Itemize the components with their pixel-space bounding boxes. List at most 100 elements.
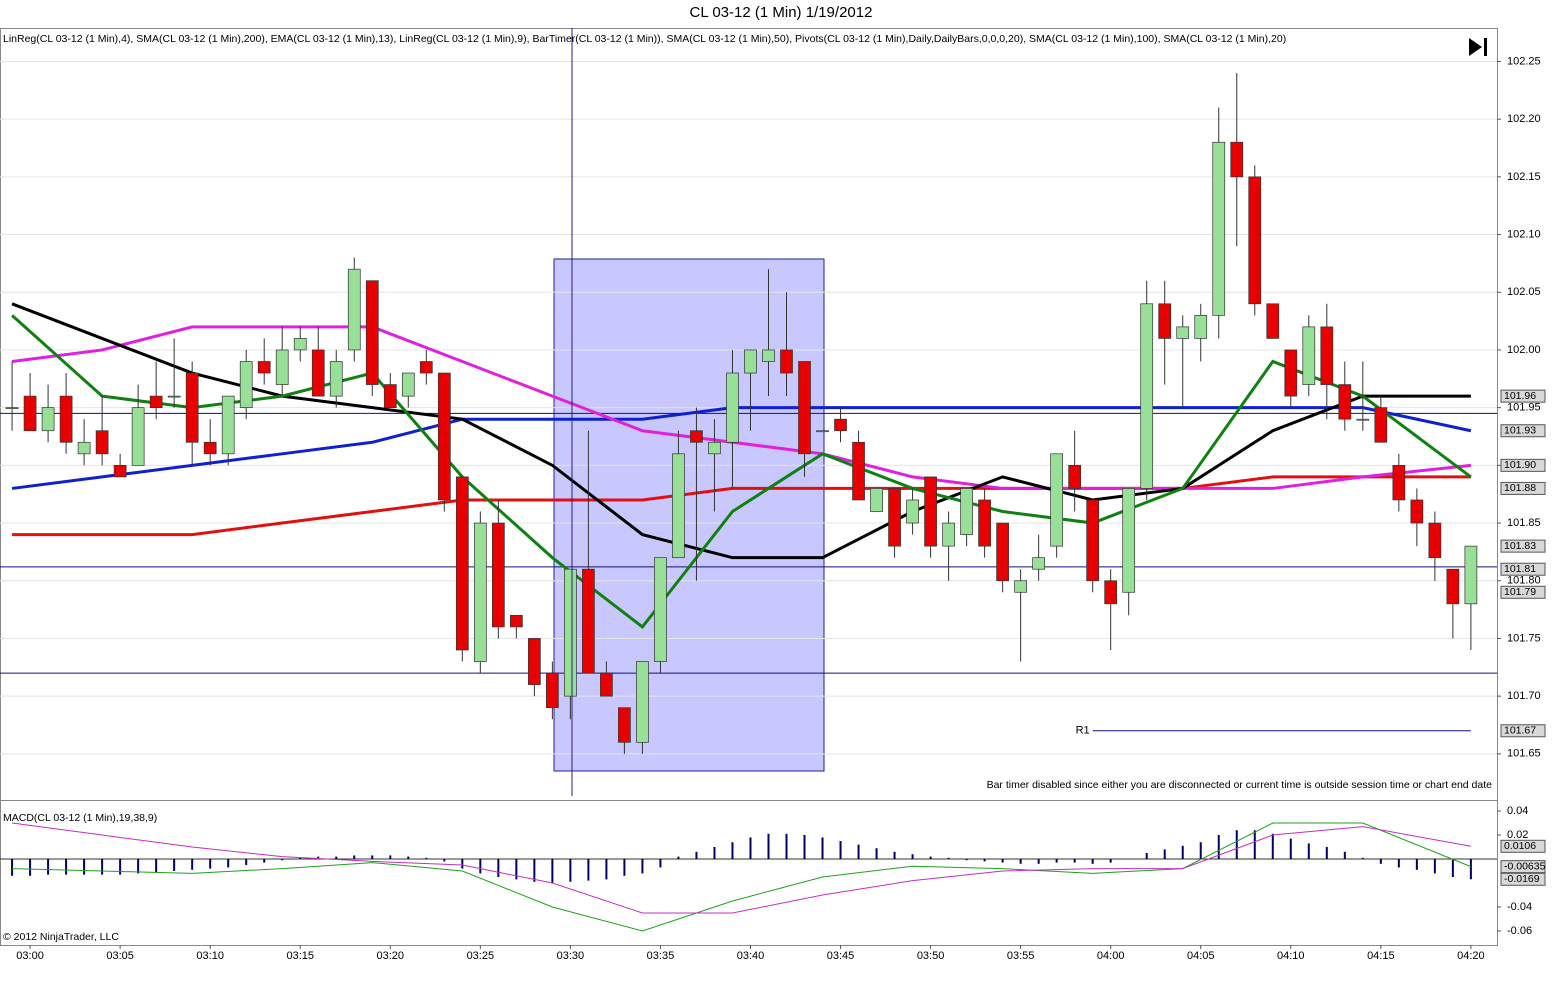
candle-body (690, 430, 703, 443)
candle-body (383, 384, 397, 409)
candle-body (185, 372, 199, 443)
candle-body (149, 395, 163, 409)
price-marker-box (1500, 539, 1546, 553)
candle-body (1284, 349, 1298, 397)
y-tick-label: 102.10 (1507, 228, 1541, 240)
x-tick-label: 03:15 (286, 950, 314, 962)
price-marker: 101.83 (1504, 540, 1536, 552)
candle-body (131, 407, 145, 466)
candle-body (564, 568, 577, 697)
candle-body (600, 672, 613, 697)
candle-body (1302, 326, 1316, 385)
candle-body (23, 395, 37, 432)
candle-body (1176, 326, 1190, 339)
candle-body (654, 557, 667, 662)
candle-body (509, 615, 523, 628)
x-tick-label: 03:00 (16, 950, 44, 962)
candle-body (455, 476, 469, 651)
candle-body (1104, 580, 1118, 605)
candle-body (942, 522, 955, 547)
candle-body (672, 453, 685, 559)
x-tick-label: 04:15 (1367, 950, 1395, 962)
candle-body (978, 499, 991, 547)
price-marker: 101.81 (1504, 563, 1536, 575)
price-marker-box (1500, 839, 1546, 853)
candle-body (311, 349, 325, 397)
candle-body (1320, 326, 1334, 385)
candle-body (41, 407, 55, 432)
x-tick-label: 03:35 (647, 950, 675, 962)
x-tick-label: 03:50 (917, 950, 945, 962)
y-tick-label: 101.95 (1507, 402, 1541, 414)
candle-body (528, 638, 541, 685)
candle-body (960, 488, 973, 535)
candle-body (275, 349, 289, 385)
price-marker-box (1500, 389, 1546, 403)
candle-body (437, 372, 451, 501)
candle-body (1050, 453, 1064, 547)
x-tick-label: 04:00 (1097, 950, 1125, 962)
price-marker-box (1500, 860, 1546, 874)
go-to-end-button[interactable] (1469, 38, 1487, 56)
y-tick-label: -0.06 (1507, 925, 1532, 937)
candle-body (473, 522, 487, 662)
x-tick-label: 03:25 (467, 950, 495, 962)
candle-body (708, 441, 721, 455)
candle-body (1230, 141, 1244, 178)
candle-body (924, 476, 937, 547)
y-tick-label: 0.04 (1507, 805, 1528, 817)
x-tick-label: 03:20 (377, 950, 405, 962)
y-tick-label: -0.04 (1507, 901, 1532, 913)
candle-body (1212, 141, 1226, 316)
candle-body (167, 395, 181, 398)
indicator-line (12, 822, 1472, 932)
candle-body (95, 430, 109, 455)
candle-body (888, 488, 901, 547)
candle-body (780, 349, 793, 374)
candle-body (329, 361, 343, 397)
indicator-line (12, 822, 1471, 914)
candle-body (1446, 568, 1460, 605)
y-tick-label: 101.70 (1507, 690, 1541, 702)
price-marker: 101.90 (1504, 459, 1536, 471)
candle-body (1428, 522, 1442, 559)
copyright: © 2012 NinjaTrader, LLC (3, 931, 119, 943)
candle-body (1338, 384, 1352, 420)
pivot-label: R1 (1076, 725, 1090, 737)
candle-body (1086, 499, 1100, 582)
y-tick-label: 101.75 (1507, 632, 1541, 644)
candle-body (816, 430, 829, 433)
x-tick-label: 03:05 (106, 950, 134, 962)
price-marker: 101.79 (1504, 586, 1536, 598)
candle-body (1410, 499, 1424, 524)
x-tick-label: 04:20 (1457, 950, 1485, 962)
price-marker-box (1500, 458, 1546, 472)
candle-body (1374, 407, 1388, 443)
plot-frame (0, 28, 1498, 946)
y-tick-label: 102.25 (1507, 55, 1541, 67)
candle-body (59, 395, 73, 443)
price-marker: -0.0169 (1504, 873, 1540, 885)
y-tick-label: 102.20 (1507, 113, 1541, 125)
y-tick-label: 0.02 (1507, 829, 1528, 841)
candle-body (834, 418, 847, 432)
candle-body (852, 441, 865, 501)
candle-body (906, 499, 919, 524)
candle-body (582, 568, 595, 674)
candle-body (293, 338, 307, 351)
price-marker: 101.88 (1504, 482, 1536, 494)
candle-body (744, 349, 757, 374)
candle-body (546, 672, 559, 709)
candle-body (347, 268, 361, 351)
y-tick-label: 102.15 (1507, 171, 1541, 183)
selection-rectangle[interactable] (553, 258, 825, 772)
y-tick-label: 102.00 (1507, 344, 1541, 356)
x-tick-label: 03:45 (827, 950, 855, 962)
x-tick-label: 03:55 (1007, 950, 1035, 962)
candle-body (636, 661, 649, 743)
price-marker: -0.00635 (1504, 860, 1546, 872)
x-tick-label: 03:40 (737, 950, 765, 962)
candle-body (5, 407, 19, 410)
candle-body (1356, 418, 1370, 421)
